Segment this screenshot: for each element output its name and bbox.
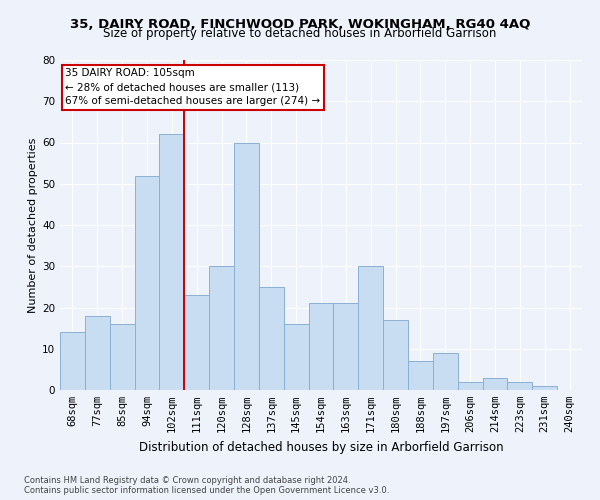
- Bar: [408, 361, 433, 390]
- Text: Contains HM Land Registry data © Crown copyright and database right 2024.: Contains HM Land Registry data © Crown c…: [24, 476, 350, 485]
- Bar: [508, 382, 532, 390]
- Bar: [209, 266, 234, 390]
- Bar: [284, 324, 308, 390]
- Bar: [532, 386, 557, 390]
- Y-axis label: Number of detached properties: Number of detached properties: [28, 138, 38, 312]
- Bar: [134, 176, 160, 390]
- Bar: [334, 304, 358, 390]
- Bar: [482, 378, 508, 390]
- Bar: [458, 382, 482, 390]
- Text: 35 DAIRY ROAD: 105sqm
← 28% of detached houses are smaller (113)
67% of semi-det: 35 DAIRY ROAD: 105sqm ← 28% of detached …: [65, 68, 320, 106]
- Bar: [358, 266, 383, 390]
- Bar: [308, 304, 334, 390]
- Bar: [433, 353, 458, 390]
- Text: Size of property relative to detached houses in Arborfield Garrison: Size of property relative to detached ho…: [103, 28, 497, 40]
- Text: 35, DAIRY ROAD, FINCHWOOD PARK, WOKINGHAM, RG40 4AQ: 35, DAIRY ROAD, FINCHWOOD PARK, WOKINGHA…: [70, 18, 530, 30]
- Bar: [184, 295, 209, 390]
- Bar: [85, 316, 110, 390]
- Bar: [160, 134, 184, 390]
- Text: Contains public sector information licensed under the Open Government Licence v3: Contains public sector information licen…: [24, 486, 389, 495]
- Bar: [60, 332, 85, 390]
- Bar: [383, 320, 408, 390]
- X-axis label: Distribution of detached houses by size in Arborfield Garrison: Distribution of detached houses by size …: [139, 440, 503, 454]
- Bar: [259, 287, 284, 390]
- Bar: [110, 324, 134, 390]
- Bar: [234, 142, 259, 390]
